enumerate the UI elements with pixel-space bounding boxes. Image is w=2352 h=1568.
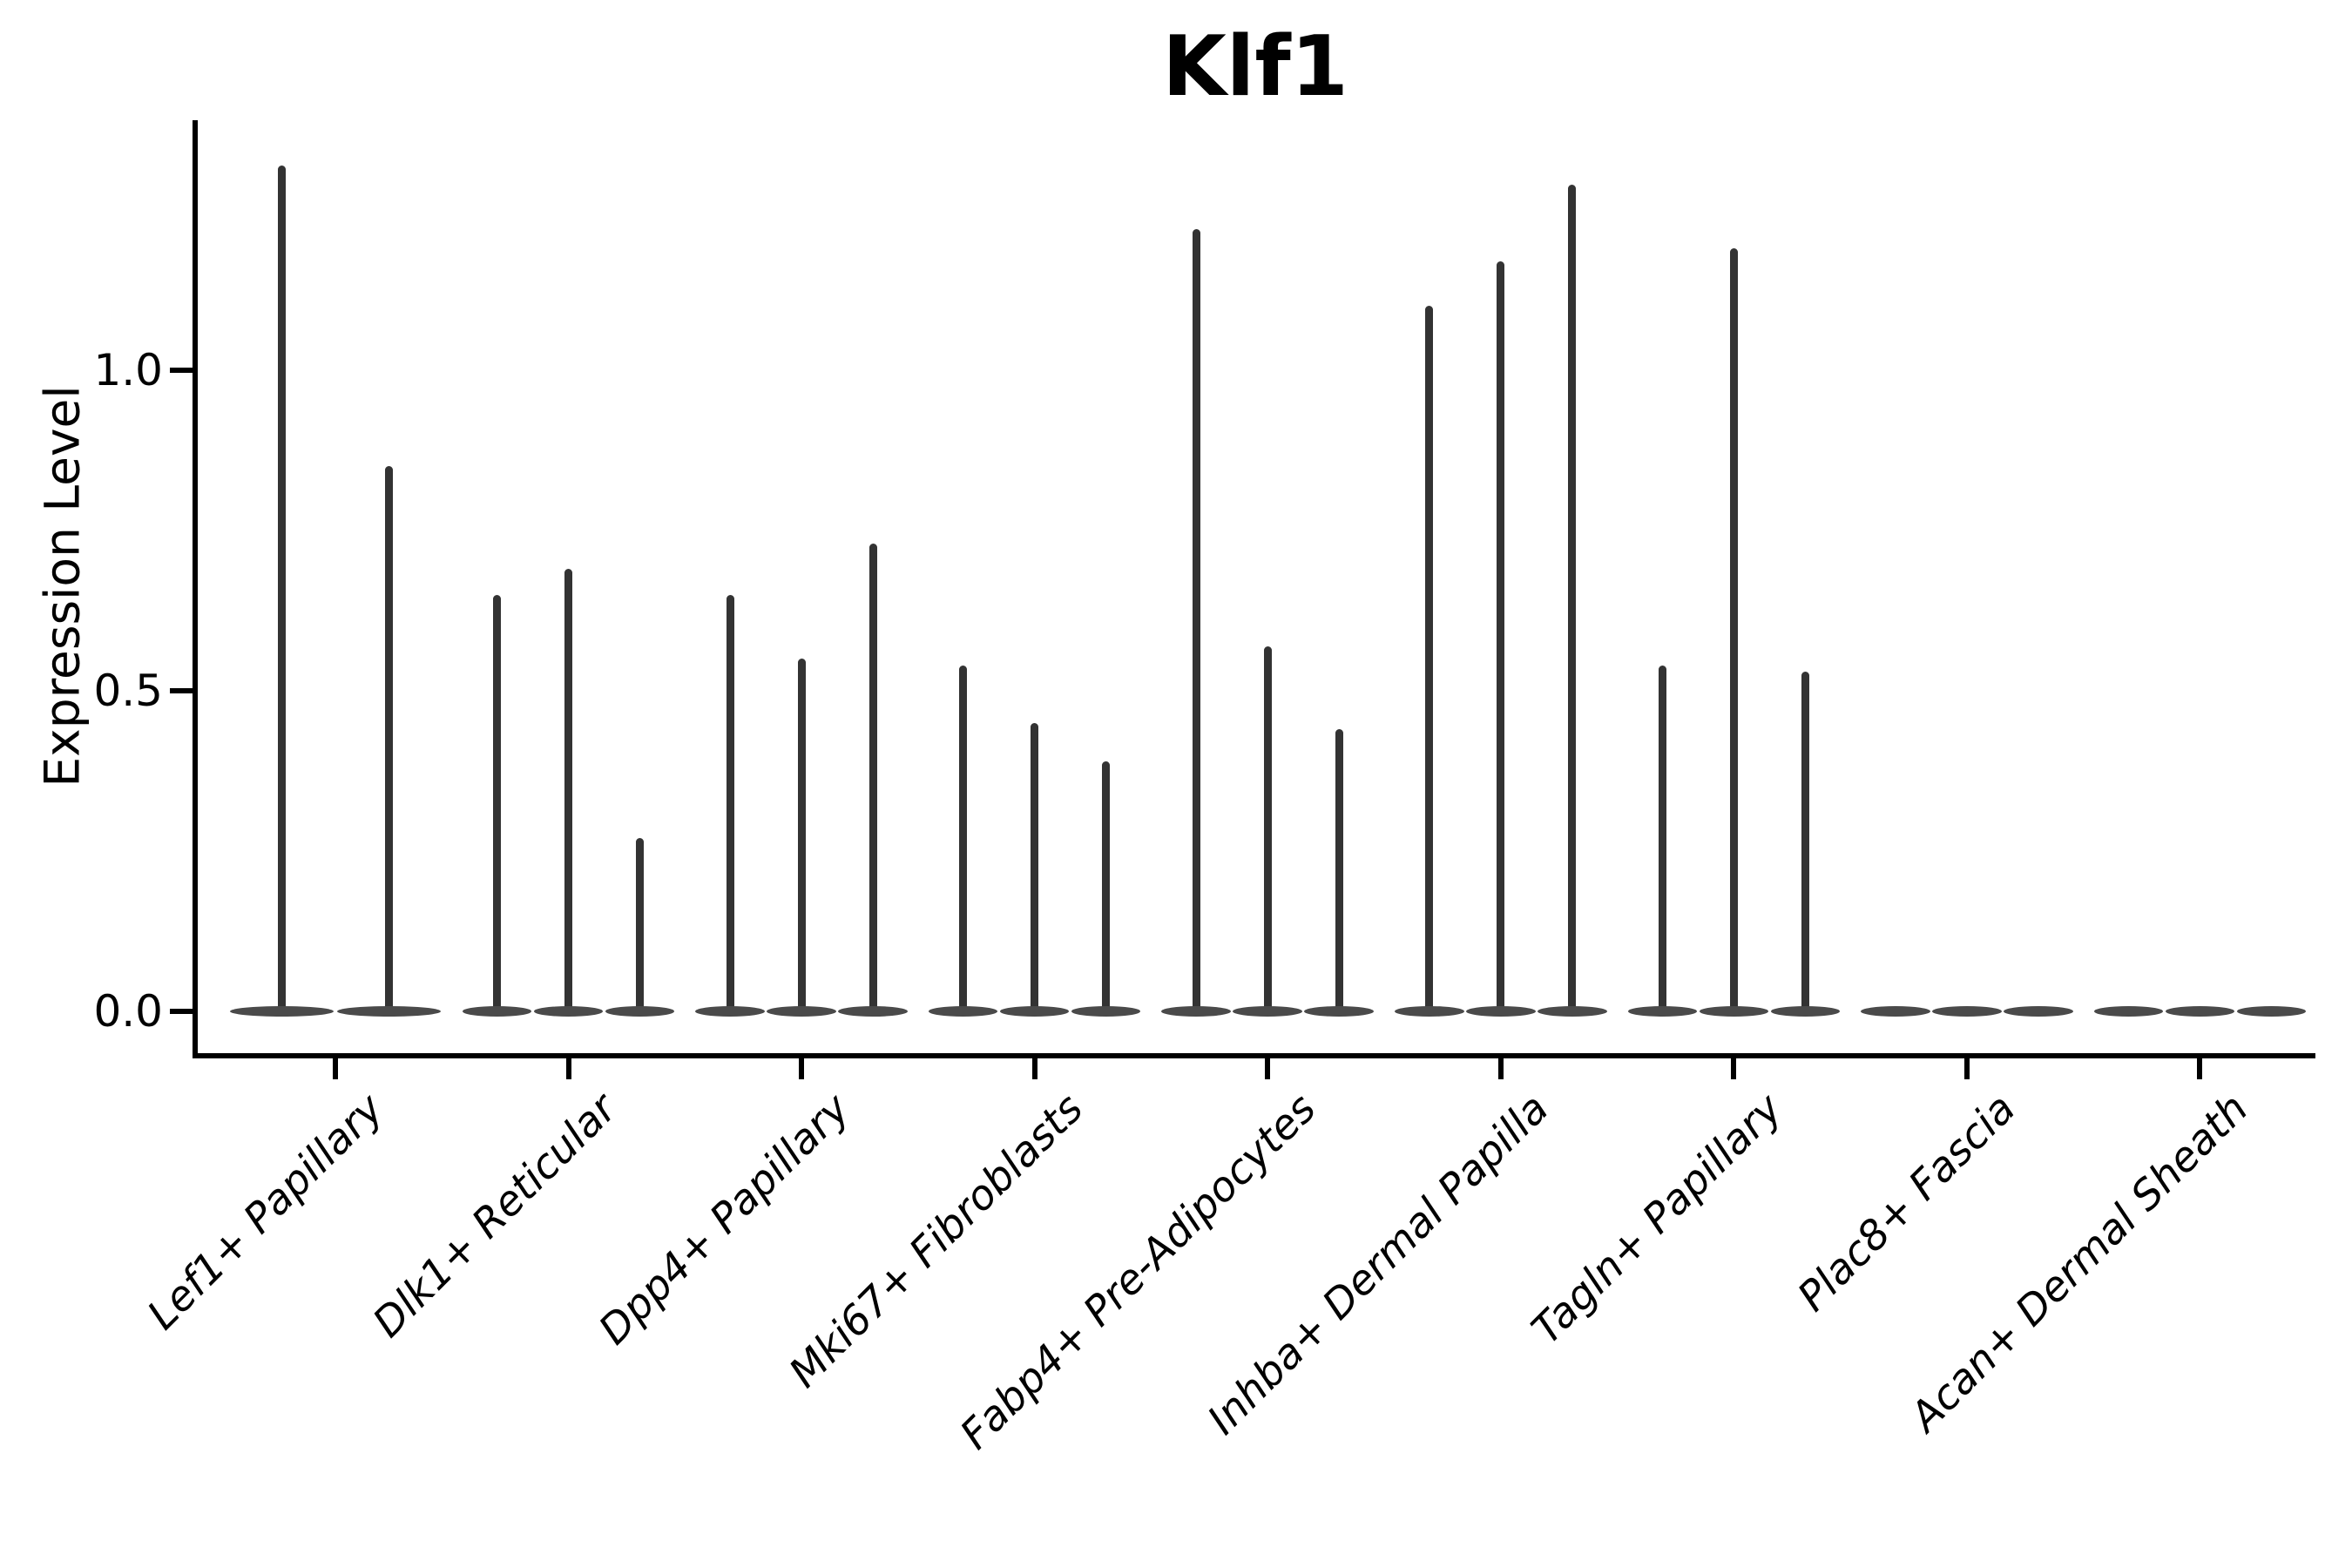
y-tick-label: 1.0 (93, 345, 163, 396)
violin-base (533, 1006, 604, 1017)
violin-base (2236, 1006, 2307, 1017)
x-tick (333, 1058, 338, 1079)
violin-base (1699, 1006, 1769, 1017)
x-tick (1265, 1058, 1271, 1079)
y-axis-spine (193, 120, 198, 1058)
violin-base (1304, 1006, 1374, 1017)
violin-spike (493, 594, 502, 1012)
violin-base (767, 1006, 836, 1017)
x-tick-label: Lef1+ Papillary (139, 1085, 394, 1340)
x-tick-label: Dlk1+ Reticular (363, 1085, 626, 1348)
violin-base (1861, 1006, 1930, 1017)
y-tick (170, 368, 193, 374)
violin-base (229, 1006, 335, 1017)
violin-spike (1801, 672, 1809, 1012)
violin-spike (726, 594, 734, 1012)
x-tick-label: Plac8+ Fascia (1788, 1085, 2024, 1321)
y-tick (170, 1009, 193, 1015)
y-axis-label: Expression Level (34, 385, 91, 787)
x-tick (799, 1058, 805, 1079)
y-tick-label: 0.0 (93, 986, 163, 1037)
violin-base (1538, 1006, 1607, 1017)
violin-base (838, 1006, 908, 1017)
violin-spike (1425, 306, 1434, 1012)
x-tick (1963, 1058, 1970, 1079)
violin-base (1932, 1006, 2002, 1017)
violin-spike (959, 665, 968, 1012)
violin-base (2093, 1006, 2164, 1017)
y-tick-label: 0.5 (93, 666, 163, 717)
violin-base (1395, 1006, 1464, 1017)
violin-spike (1497, 260, 1505, 1012)
violin-base (2165, 1006, 2235, 1017)
violin-base (462, 1006, 532, 1017)
x-tick (1731, 1058, 1737, 1079)
violin-base (695, 1006, 765, 1017)
x-tick-label: Tagln+ Papillary (1522, 1085, 1792, 1354)
x-tick-label: Dpp4+ Papillary (590, 1085, 860, 1355)
x-tick (1031, 1058, 1037, 1079)
violin-base (1627, 1006, 1698, 1017)
x-axis-spine (193, 1053, 2315, 1058)
violin-base (1233, 1006, 1302, 1017)
chart-title: Klf1 (1162, 19, 1348, 115)
violin-spike (868, 543, 877, 1012)
violin-base (1770, 1006, 1841, 1017)
violin-spike (385, 466, 393, 1012)
violin-spike (797, 659, 806, 1012)
violin-spike (278, 165, 286, 1012)
violin-spike (1729, 248, 1738, 1012)
violin-spike (1031, 722, 1039, 1012)
violin-base (1071, 1006, 1141, 1017)
y-tick (170, 688, 193, 694)
violin-spike (1335, 729, 1343, 1012)
violin-base (1161, 1006, 1231, 1017)
violin-spike (1102, 761, 1111, 1012)
x-tick (565, 1058, 571, 1079)
violin-base (2004, 1006, 2073, 1017)
x-tick (2197, 1058, 2203, 1079)
violin-spike (1568, 184, 1577, 1012)
violin-spike (564, 569, 573, 1012)
violin-base (928, 1006, 998, 1017)
violin-spike (636, 838, 645, 1012)
x-tick (1497, 1058, 1504, 1079)
violin-base (336, 1006, 442, 1017)
violin-base (1466, 1006, 1536, 1017)
violin-spike (1192, 229, 1200, 1012)
violin-base (999, 1006, 1070, 1017)
violin-spike (1263, 645, 1272, 1012)
violin-base (605, 1006, 675, 1017)
violin-spike (1658, 665, 1666, 1012)
